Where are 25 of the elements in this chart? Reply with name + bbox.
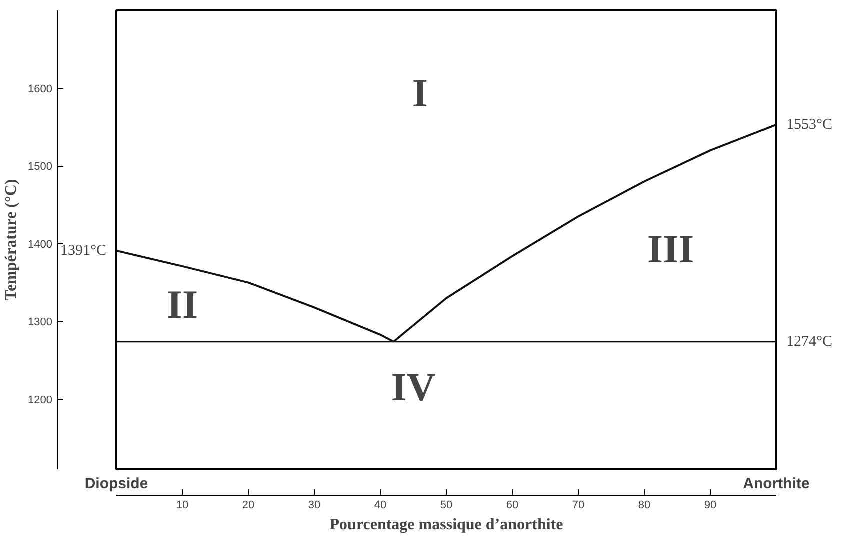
y-tick-label: 1200 <box>28 394 53 406</box>
annotation: 1553°C <box>786 116 833 133</box>
x-tick-label: 70 <box>572 500 585 512</box>
annotation: II <box>166 282 198 327</box>
text: Diopside <box>84 476 148 492</box>
y-axis-title: Température (°C) <box>3 179 20 301</box>
x-tick-label: 20 <box>242 500 255 512</box>
x-tick-label: 30 <box>308 500 321 512</box>
text: Anorthite <box>743 476 810 492</box>
x-tick-label: 40 <box>374 500 387 512</box>
annotation: IV <box>391 364 436 410</box>
annotation: III <box>648 226 694 272</box>
y-tick-label: 1600 <box>28 83 53 96</box>
y-tick-label: 1500 <box>28 161 53 174</box>
y-tick-label: 1300 <box>28 316 53 329</box>
x-axis-title: Pourcentage massique d’anorthite <box>330 516 564 534</box>
x-tick-label: 10 <box>176 500 189 512</box>
x-tick-label: 50 <box>440 500 453 512</box>
ref-line-label: 1274°C <box>786 334 833 350</box>
x-tick-label: 60 <box>506 500 519 512</box>
y-tick-label: 1400 <box>28 238 53 251</box>
x-tick-label: 90 <box>704 500 717 512</box>
x-tick-label: 80 <box>638 500 651 512</box>
annotation: I <box>412 70 428 116</box>
annotation: 1391°C <box>60 242 107 259</box>
